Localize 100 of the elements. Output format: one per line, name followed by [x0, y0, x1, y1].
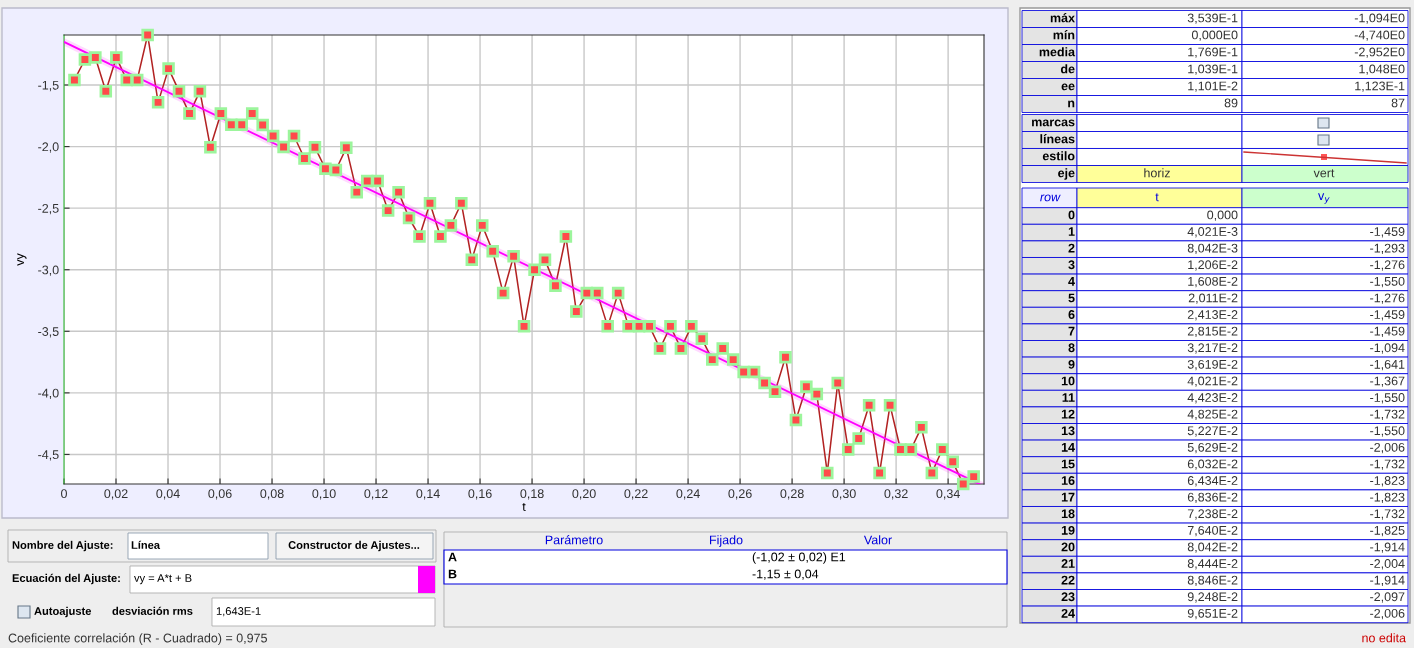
text: vy = A*t + B [134, 574, 192, 585]
text: 5,629E-2 [1187, 442, 1238, 454]
text: -1,641 [1370, 359, 1405, 371]
text: 8,042E-3 [1187, 243, 1238, 255]
text: 2,815E-2 [1187, 326, 1238, 338]
text: 3,217E-2 [1187, 343, 1238, 354]
text: Línea [131, 540, 161, 549]
text: -4,740E0 [1354, 30, 1405, 41]
text: 1,643E-1 [216, 607, 261, 617]
text: Valor [863, 535, 892, 545]
y-tick-label: -3,5 [38, 327, 59, 338]
x-tick-label: 0,02 [104, 489, 128, 500]
text: -1,823 [1370, 476, 1405, 487]
text: vert [1313, 169, 1335, 178]
text: -1,914 [1370, 542, 1405, 553]
text: -1,732 [1370, 409, 1405, 421]
text: media [1039, 47, 1076, 57]
text: 6 [1068, 310, 1075, 319]
text: -2,952E0 [1354, 47, 1405, 58]
x-tick-label: 0,10 [312, 489, 336, 500]
text: -1,550 [1370, 426, 1405, 437]
text: (-1,02 ± 0,02) E1 [752, 552, 846, 564]
text: 23 [1061, 592, 1075, 602]
text: 1,048E0 [1359, 64, 1405, 75]
text: A [448, 552, 457, 562]
text: -2,097 [1370, 592, 1405, 603]
text: 19 [1061, 525, 1075, 535]
text: 9,248E-2 [1187, 592, 1238, 603]
text: -1,732 [1370, 509, 1405, 520]
text: 16 [1061, 476, 1075, 485]
text: 7,238E-2 [1187, 509, 1238, 520]
text: Fijado [710, 535, 743, 547]
text: 13 [1061, 426, 1075, 436]
text: 8,444E-2 [1187, 559, 1238, 570]
text: 11 [1062, 393, 1075, 402]
x-tick-label: 0,12 [364, 489, 388, 500]
text: 12 [1061, 409, 1075, 419]
text: estilo [1042, 151, 1075, 161]
text: 1,123E-1 [1355, 81, 1405, 92]
y-tick-label: -1,5 [38, 80, 59, 92]
x-tick-label: 0,22 [624, 489, 648, 500]
text: 4,423E-2 [1187, 393, 1238, 404]
text: 15 [1061, 459, 1075, 469]
text: 14 [1061, 443, 1075, 452]
x-tick-label: 0,24 [676, 489, 700, 500]
text: 8 [1068, 343, 1075, 353]
text: -1,459 [1370, 310, 1405, 321]
x-tick-label: 0,20 [572, 489, 596, 500]
text: 2,011E-2 [1188, 293, 1238, 304]
text: -2,006 [1370, 442, 1405, 454]
text: 21 [1061, 559, 1075, 568]
y-tick-label: -2,5 [38, 203, 59, 215]
text: 20 [1061, 542, 1075, 552]
text: ee [1061, 83, 1075, 91]
text: -1,550 [1370, 393, 1405, 404]
text: 89 [1224, 98, 1238, 108]
x-tick-label: 0,28 [780, 489, 804, 500]
text: 3,619E-2 [1187, 359, 1238, 371]
text: 8,042E-2 [1187, 542, 1238, 553]
text: -1,825 [1370, 525, 1405, 537]
text: B [448, 569, 457, 579]
x-tick-label: 0,34 [936, 489, 960, 500]
text: mín [1053, 30, 1075, 40]
x-tick-label: 0 [61, 489, 67, 499]
y-tick-label: -2,0 [38, 142, 59, 153]
text: 9 [1068, 359, 1075, 369]
text: Constructor de Ajustes... [288, 540, 420, 552]
text: -2,004 [1370, 559, 1405, 570]
text: máx [1050, 13, 1075, 23]
text: -1,459 [1370, 227, 1405, 238]
text: row [1040, 194, 1061, 202]
text: -1,823 [1370, 492, 1405, 504]
text: 9,651E-2 [1187, 608, 1238, 620]
text: 5 [1068, 293, 1075, 303]
text: -1,276 [1370, 260, 1405, 271]
text: 0,000E0 [1191, 30, 1238, 41]
text: v$_{y}$ [1318, 193, 1330, 204]
x-tick-label: 0,16 [468, 489, 492, 500]
x-tick-label: 0,08 [260, 489, 284, 500]
text: 17 [1061, 492, 1075, 502]
y-tick-label: -3,0 [38, 265, 59, 276]
text: 4,825E-2 [1187, 409, 1238, 421]
text: Nombre del Ajuste: [12, 540, 113, 552]
text: -1,276 [1370, 293, 1405, 304]
text: 87 [1391, 98, 1405, 108]
x-tick-label: 0,18 [520, 489, 544, 500]
text: 6,032E-2 [1187, 459, 1238, 470]
text: horiz [1144, 168, 1170, 178]
text: 7 [1068, 326, 1075, 336]
text: de [1060, 64, 1075, 74]
x-axis-title: t [522, 502, 526, 512]
text: 2,413E-2 [1187, 310, 1238, 321]
text: Autoajuste [34, 606, 92, 618]
text: -1,367 [1370, 376, 1405, 387]
x-tick-label: 0,04 [156, 489, 180, 500]
text: 1,101E-2 [1188, 81, 1238, 92]
text: 0 [1068, 210, 1075, 220]
text: 10 [1061, 376, 1075, 386]
text: 4,021E-2 [1187, 376, 1238, 387]
text: -1,459 [1370, 326, 1405, 338]
